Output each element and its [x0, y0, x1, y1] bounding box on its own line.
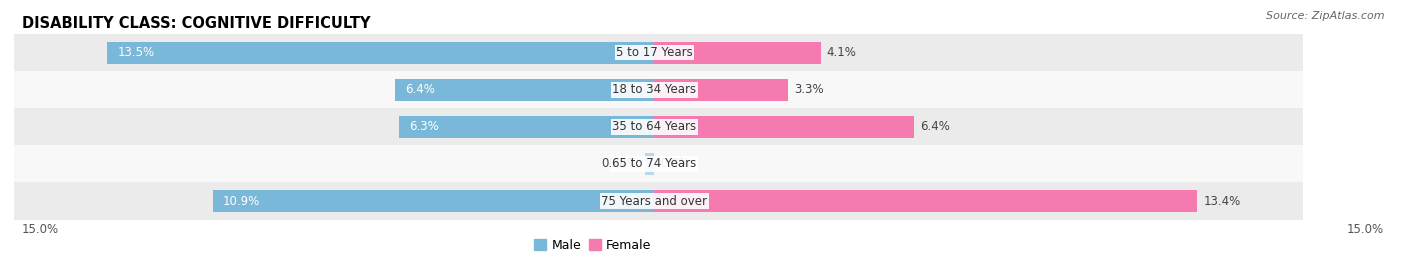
Bar	[654, 190, 1198, 212]
Text: 15.0%: 15.0%	[22, 222, 59, 235]
Bar	[654, 42, 821, 64]
Text: 65 to 74 Years: 65 to 74 Years	[612, 157, 696, 170]
Bar	[654, 79, 789, 101]
Bar	[654, 116, 914, 138]
Bar	[6, 183, 1303, 220]
Bar	[395, 79, 654, 101]
Text: Source: ZipAtlas.com: Source: ZipAtlas.com	[1267, 11, 1385, 21]
Text: 5 to 17 Years: 5 to 17 Years	[616, 46, 693, 59]
Bar	[6, 71, 1303, 108]
Text: 4.1%: 4.1%	[827, 46, 856, 59]
Bar	[212, 190, 654, 212]
Text: 15.0%: 15.0%	[1347, 222, 1384, 235]
Text: 0.24%: 0.24%	[602, 157, 638, 170]
Bar	[6, 34, 1303, 71]
Text: 6.4%: 6.4%	[405, 83, 434, 96]
Text: 75 Years and over: 75 Years and over	[602, 194, 707, 208]
Text: DISABILITY CLASS: COGNITIVE DIFFICULTY: DISABILITY CLASS: COGNITIVE DIFFICULTY	[22, 16, 371, 31]
Text: 13.4%: 13.4%	[1204, 194, 1240, 208]
Bar	[399, 116, 654, 138]
Text: 35 to 64 Years: 35 to 64 Years	[612, 120, 696, 133]
Text: 6.3%: 6.3%	[409, 120, 439, 133]
Text: 6.4%: 6.4%	[920, 120, 949, 133]
Text: 0.0%: 0.0%	[661, 157, 690, 170]
Text: 10.9%: 10.9%	[222, 194, 260, 208]
Bar	[6, 108, 1303, 146]
Text: 18 to 34 Years: 18 to 34 Years	[612, 83, 696, 96]
Text: 13.5%: 13.5%	[117, 46, 155, 59]
Bar	[6, 146, 1303, 183]
Text: 3.3%: 3.3%	[794, 83, 824, 96]
Bar	[644, 153, 654, 175]
Legend: Male, Female: Male, Female	[529, 234, 657, 257]
Bar	[107, 42, 654, 64]
